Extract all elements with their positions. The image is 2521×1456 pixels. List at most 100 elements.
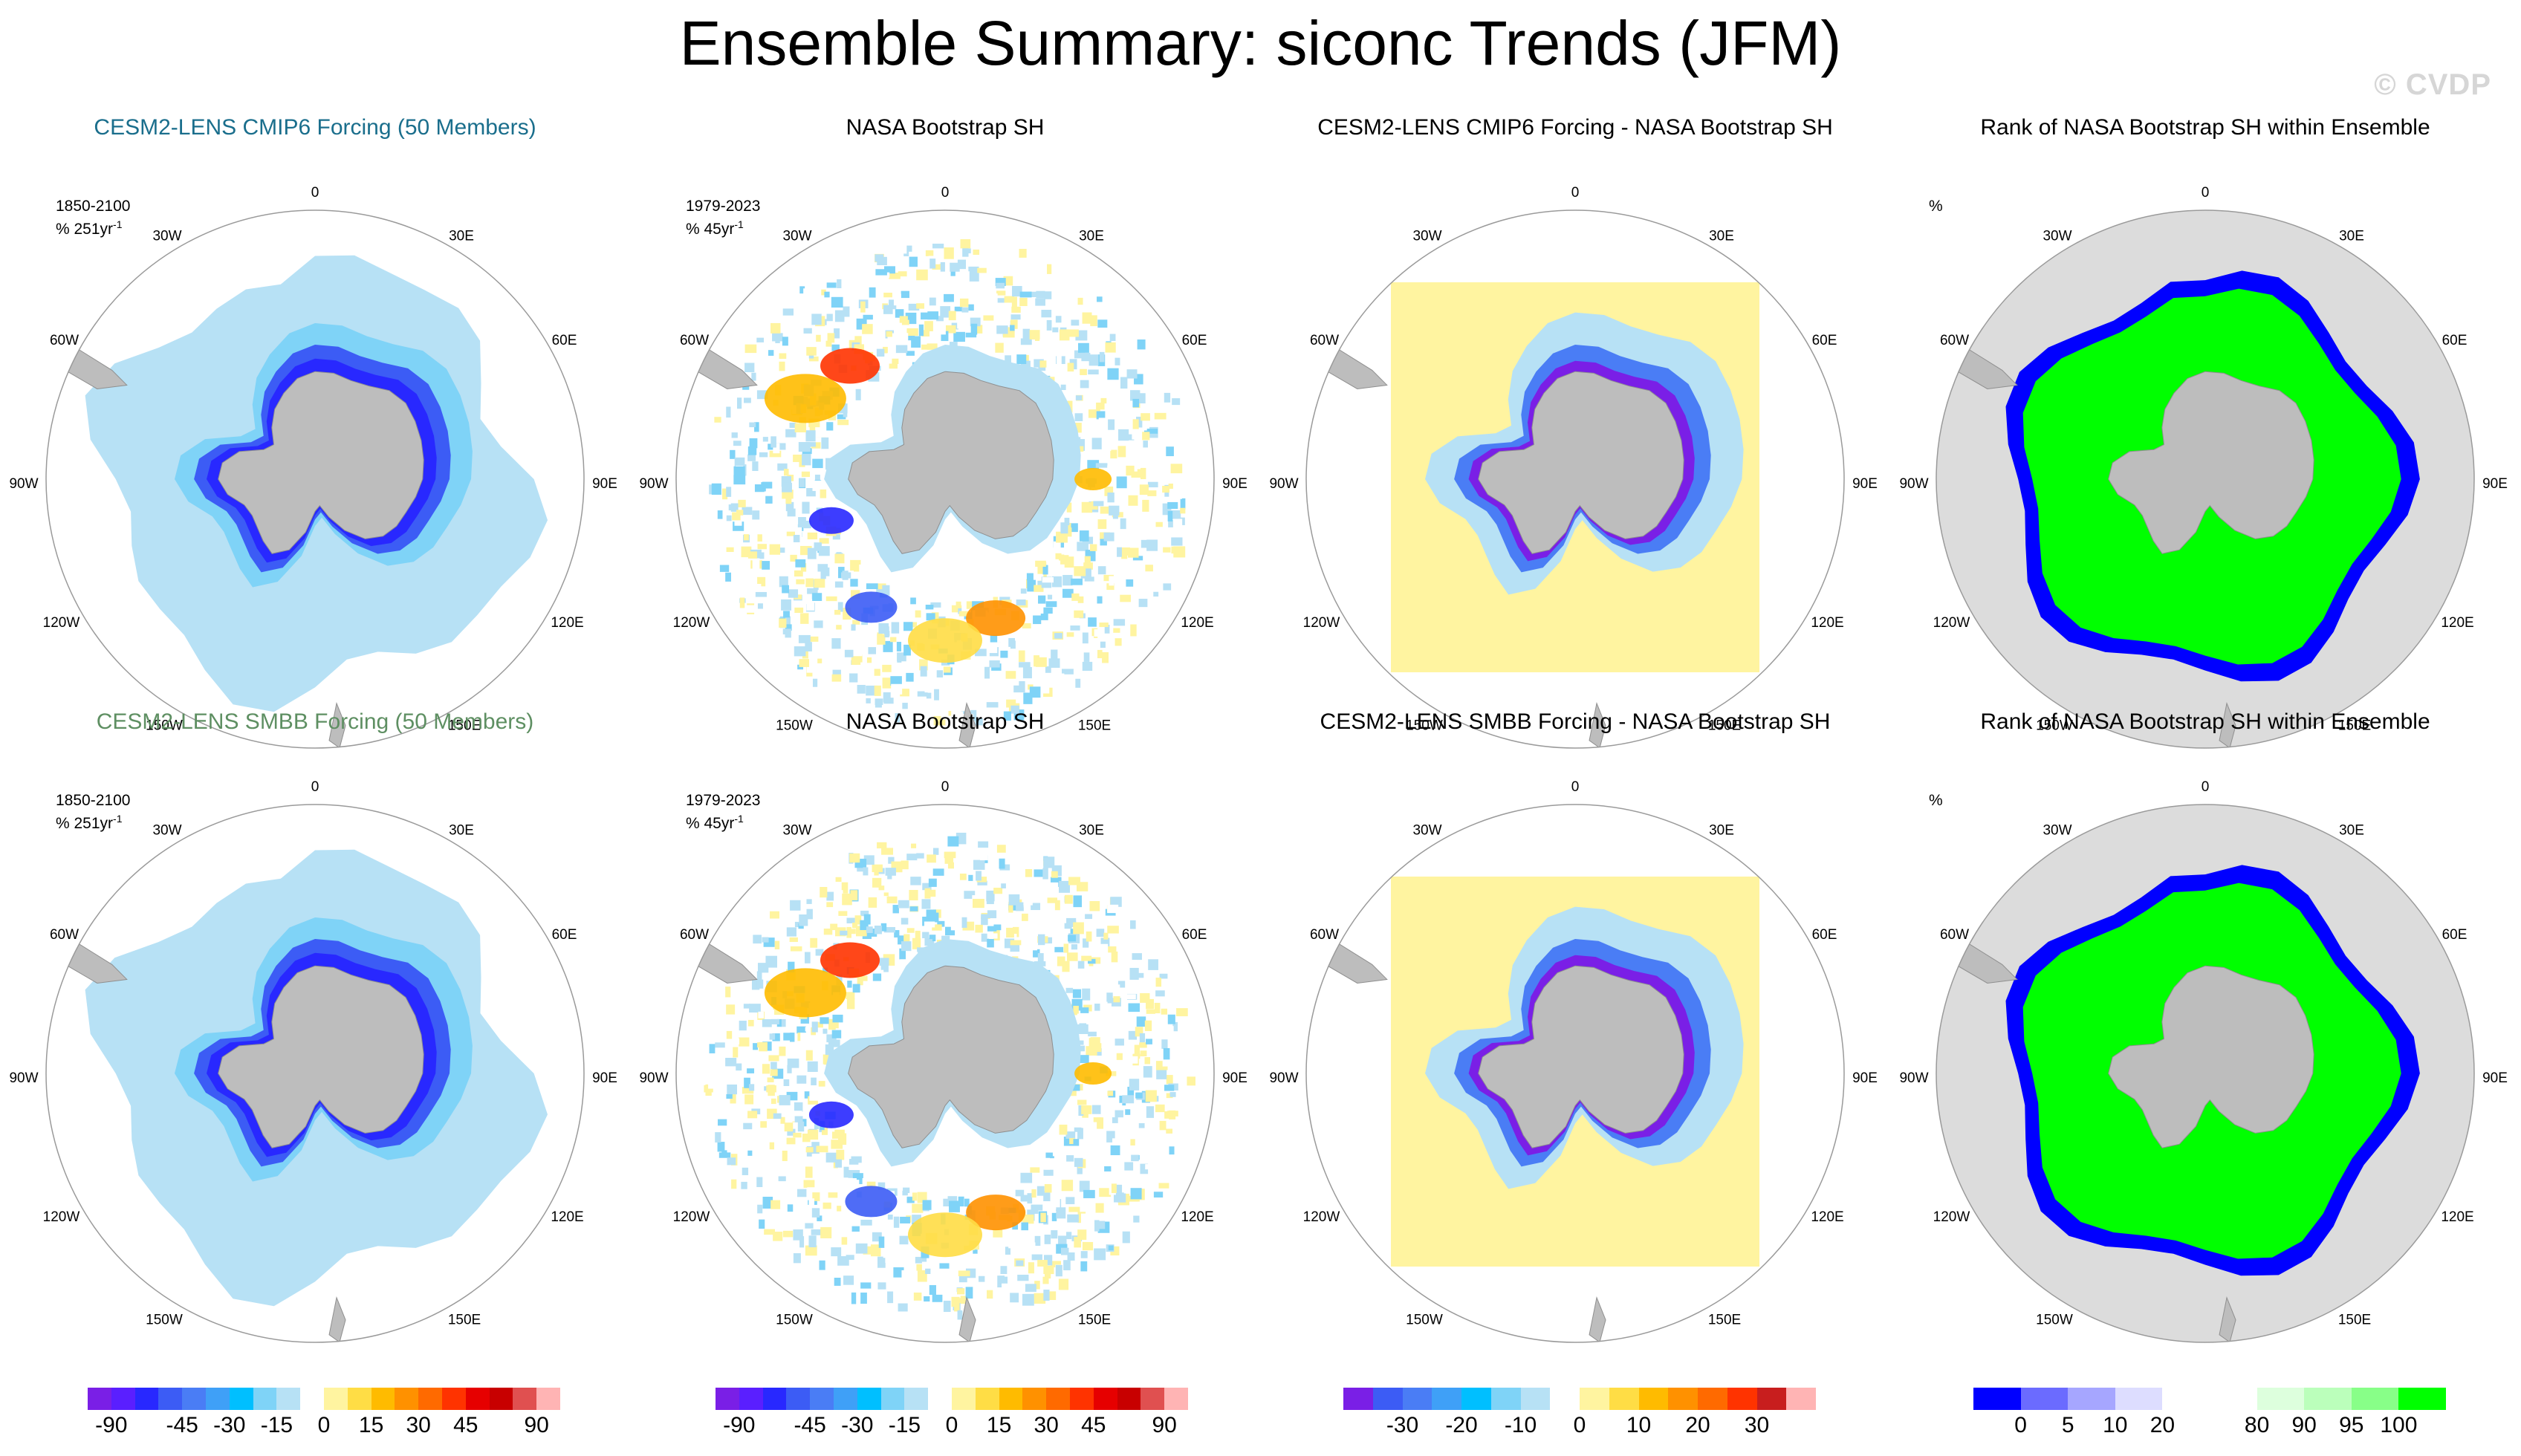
lon-label: 60E	[1812, 333, 1837, 348]
panel-annotation: %	[1929, 791, 1943, 810]
lon-label: 120W	[1933, 1209, 1970, 1225]
colorbar-swatch	[276, 1388, 301, 1410]
lon-label: 150E	[2338, 718, 2371, 734]
polar-map: 030E60E90E120E150E180150W120W90W60W30W	[1899, 779, 2508, 1343]
colorbar-swatch	[300, 1388, 324, 1410]
colorbar-swatch	[2162, 1388, 2210, 1410]
colorbar-swatch	[1668, 1388, 1698, 1410]
lon-label: 30E	[1079, 822, 1104, 838]
lon-label: 60W	[50, 333, 79, 348]
colorbar-swatch	[1343, 1388, 1373, 1410]
map-panel-8: Rank of NASA Bootstrap SH within Ensembl…	[1890, 709, 2520, 1348]
lon-label: 90W	[1899, 1070, 1928, 1086]
lon-label: 0	[1571, 779, 1580, 795]
colorbar-swatch	[999, 1388, 1023, 1410]
colorbar-rank: 0 5 10 20 80 90 95 100	[1973, 1388, 2446, 1447]
colorbar-swatch	[489, 1388, 513, 1410]
lon-label: 90E	[1222, 476, 1247, 492]
colorbar-swatch	[441, 1388, 466, 1410]
colorbar-swatch	[810, 1388, 834, 1410]
colorbar-swatch	[2115, 1388, 2163, 1410]
lon-label: 0	[941, 779, 950, 795]
colorbar-label: -15	[260, 1413, 293, 1437]
colorbar-label: 90	[2291, 1413, 2317, 1437]
map-panel-7: CESM2-LENS SMBB Forcing - NASA Bootstrap…	[1260, 709, 1890, 1348]
annotation-line: %	[1929, 792, 1943, 809]
colorbar-swatch	[2256, 1388, 2305, 1410]
colorbar-swatch	[229, 1388, 253, 1410]
lon-label: 90E	[1222, 1070, 1247, 1086]
colorbar-swatch	[2351, 1388, 2399, 1410]
lon-label: 30W	[782, 228, 811, 244]
colorbar-swatch	[205, 1388, 230, 1410]
annotation-line: %	[1929, 198, 1943, 215]
lon-label: 30E	[449, 822, 474, 838]
panel-title: NASA Bootstrap SH	[846, 115, 1045, 140]
lon-label: 150W	[2036, 1313, 2073, 1328]
lon-label: 60E	[2442, 333, 2468, 348]
colorbar-label: 0	[1573, 1413, 1586, 1437]
colorbar-label: 20	[2149, 1413, 2176, 1437]
lon-label: 0	[1571, 185, 1580, 201]
lon-label: 120E	[2441, 615, 2473, 631]
colorbar-label: -10	[1504, 1413, 1537, 1437]
colorbar-label: 15	[358, 1413, 384, 1437]
lon-label: 150E	[1708, 718, 1741, 734]
panel-annotation: 1979-2023 % 45yr-1	[686, 197, 760, 238]
colorbar-swatch	[1756, 1388, 1787, 1410]
lon-label: 0	[2202, 779, 2210, 795]
lon-label: 90W	[9, 1070, 38, 1086]
lon-label: 60W	[1940, 927, 1969, 943]
annotation-line: % 45yr-1	[686, 813, 744, 832]
colorbar-swatch	[1973, 1388, 2021, 1410]
colorbar-label: -45	[166, 1413, 198, 1437]
colorbar-label: -45	[794, 1413, 826, 1437]
lon-label: 90E	[592, 1070, 617, 1086]
colorbar-label: 10	[2103, 1413, 2128, 1437]
colorbar-label: -30	[213, 1413, 246, 1437]
cvdp-watermark: © CVDP	[2374, 68, 2491, 101]
lon-label: 90E	[592, 476, 617, 492]
lon-label: 90W	[1269, 1070, 1298, 1086]
colorbar-swatch	[2209, 1388, 2257, 1410]
lon-label: 90E	[1852, 1070, 1878, 1086]
lon-label: 30W	[1412, 228, 1441, 244]
colorbar-label: 15	[986, 1413, 1012, 1437]
colorbar-swatch	[1609, 1388, 1639, 1410]
panel-title: CESM2-LENS SMBB Forcing - NASA Bootstrap…	[1320, 709, 1831, 734]
colorbar-label: -30	[1386, 1413, 1419, 1437]
lon-label: 120W	[673, 1209, 710, 1225]
lon-label: 90W	[639, 1070, 668, 1086]
colorbar-swatch	[1093, 1388, 1117, 1410]
lon-label: 30W	[2043, 228, 2071, 244]
colorbar-swatch	[1141, 1388, 1165, 1410]
lon-label: 60E	[552, 333, 577, 348]
lon-label: 150W	[146, 1313, 183, 1328]
lon-label: 0	[311, 185, 319, 201]
colorbar-swatch	[1490, 1388, 1521, 1410]
lon-label: 30E	[2339, 822, 2364, 838]
lon-label: 90E	[2482, 476, 2508, 492]
colorbar-swatch	[880, 1388, 905, 1410]
lon-label: 30E	[1709, 228, 1734, 244]
lon-label: 120W	[1933, 615, 1970, 631]
lon-label: 90W	[9, 476, 38, 492]
lon-label: 150E	[1078, 1313, 1111, 1328]
panel-annotation: %	[1929, 197, 1943, 215]
lon-label: 30W	[152, 822, 181, 838]
colorbar-label: 90	[1152, 1413, 1177, 1437]
lon-label: 60W	[680, 927, 709, 943]
colorbar-swatch	[465, 1388, 490, 1410]
lon-label: 60E	[2442, 927, 2468, 943]
map-panel-3: CESM2-LENS CMIP6 Forcing - NASA Bootstra…	[1260, 115, 1890, 754]
panel-title: CESM2-LENS CMIP6 Forcing - NASA Bootstra…	[1317, 115, 1833, 140]
colorbar-label: 45	[453, 1413, 478, 1437]
lon-label: 90E	[2482, 1070, 2508, 1086]
colorbar-swatch	[371, 1388, 395, 1410]
colorbar-label: -20	[1445, 1413, 1478, 1437]
lon-label: 150E	[1078, 718, 1111, 734]
colorbar-label: 95	[2339, 1413, 2364, 1437]
colorbar-swatch	[418, 1388, 442, 1410]
lon-label: 120W	[43, 1209, 80, 1225]
colorbar-label: 100	[2380, 1413, 2418, 1437]
